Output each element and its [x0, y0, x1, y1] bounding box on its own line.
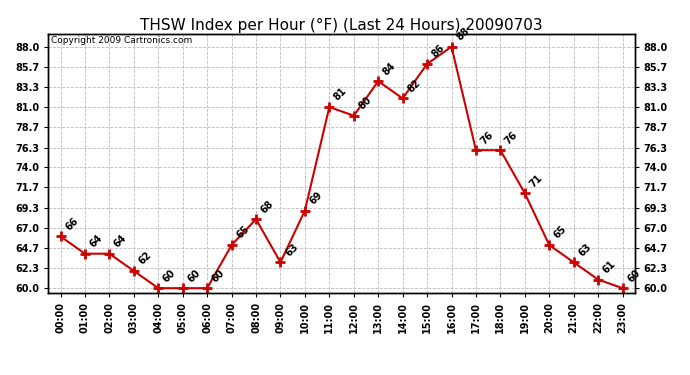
Text: 60: 60 [210, 267, 226, 284]
Text: 65: 65 [552, 224, 569, 241]
Text: 68: 68 [259, 198, 275, 215]
Text: 64: 64 [112, 233, 129, 249]
Text: 63: 63 [283, 242, 300, 258]
Text: 84: 84 [381, 60, 397, 77]
Text: 60: 60 [161, 267, 177, 284]
Text: 60: 60 [625, 267, 642, 284]
Text: 80: 80 [357, 95, 373, 111]
Text: 86: 86 [430, 43, 446, 60]
Text: 71: 71 [528, 172, 544, 189]
Text: 69: 69 [308, 190, 324, 206]
Text: 76: 76 [503, 129, 520, 146]
Text: 82: 82 [406, 78, 422, 94]
Text: 60: 60 [186, 267, 202, 284]
Text: 88: 88 [454, 26, 471, 42]
Text: 66: 66 [63, 216, 80, 232]
Text: 62: 62 [137, 250, 153, 267]
Text: Copyright 2009 Cartronics.com: Copyright 2009 Cartronics.com [51, 36, 193, 45]
Text: 61: 61 [601, 259, 618, 275]
Title: THSW Index per Hour (°F) (Last 24 Hours) 20090703: THSW Index per Hour (°F) (Last 24 Hours)… [140, 18, 543, 33]
Text: 76: 76 [479, 129, 495, 146]
Text: 81: 81 [332, 86, 349, 103]
Text: 64: 64 [88, 233, 104, 249]
Text: 63: 63 [576, 242, 593, 258]
Text: 65: 65 [235, 224, 251, 241]
